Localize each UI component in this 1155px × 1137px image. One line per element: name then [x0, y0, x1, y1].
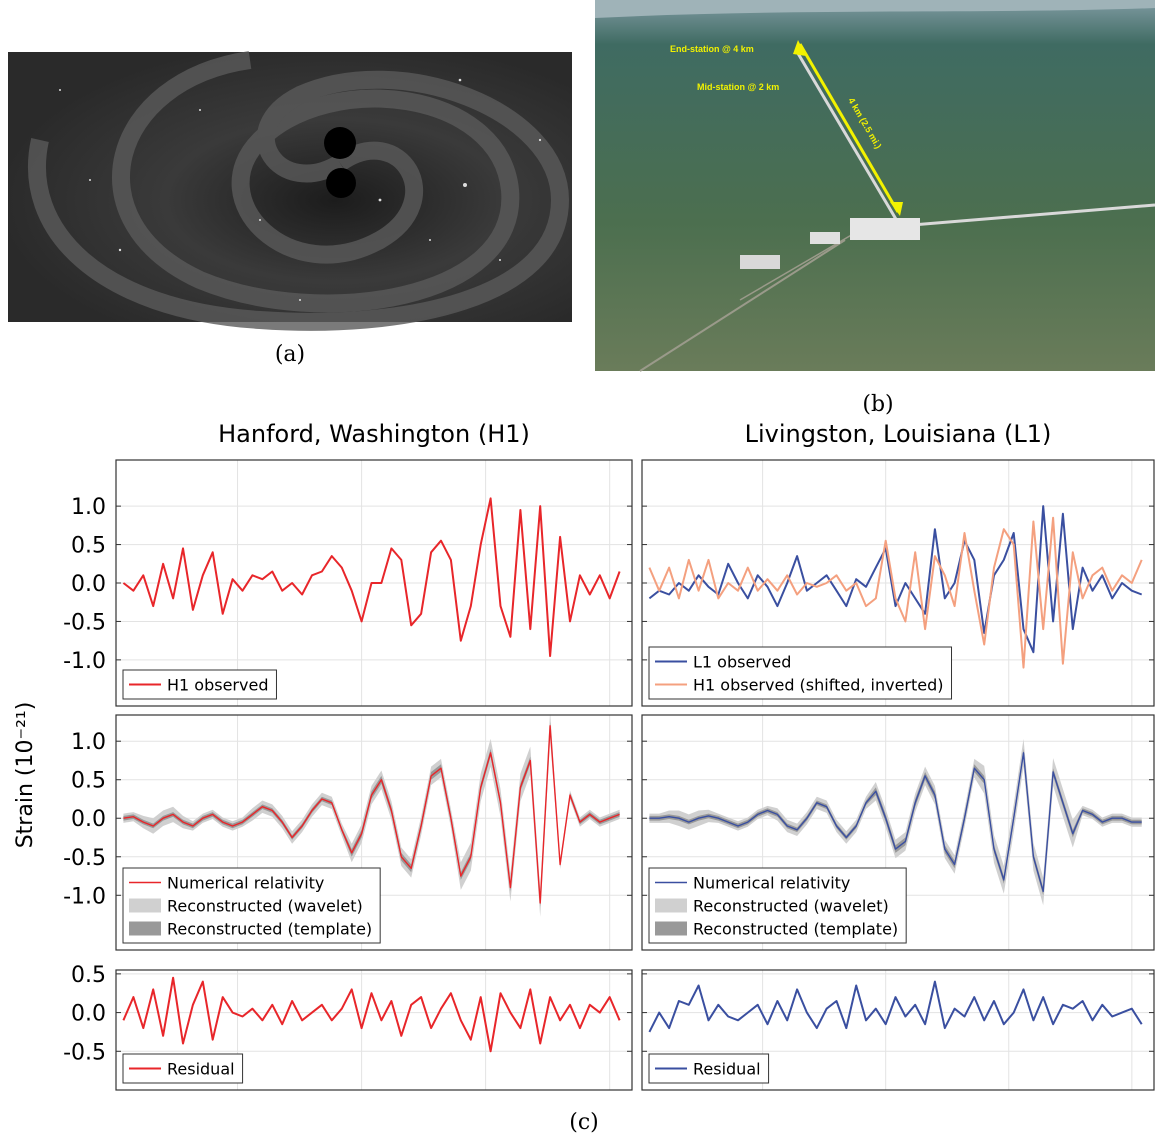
y-tick-label: -1.0 — [63, 884, 106, 909]
plot-area — [649, 738, 1142, 906]
legend: H1 observed — [122, 669, 277, 700]
panel: Numerical relativity Reconstructed (wavel… — [641, 714, 1155, 951]
legend-box — [648, 646, 953, 700]
legend-swatch — [655, 921, 687, 936]
legend-label: Residual — [167, 1060, 235, 1079]
legend-label: Numerical relativity — [167, 874, 324, 893]
photo-annotation: Mid-station @ 2 km — [697, 82, 779, 92]
panel: -0.5 0.0 0.5 Residual — [63, 963, 633, 1091]
data-line — [122, 976, 621, 1053]
plot-area — [122, 497, 621, 657]
legend-label: Reconstructed (template) — [167, 920, 372, 939]
frame — [641, 459, 1155, 707]
photo-annotation: End-station @ 4 km — [670, 44, 754, 54]
y-tick-label: 0.0 — [71, 572, 106, 597]
legend: Numerical relativity Reconstructed (wavel… — [122, 867, 381, 944]
legend-swatch — [129, 921, 161, 936]
y-tick-label: 0.5 — [71, 769, 106, 794]
legend-swatch — [129, 898, 161, 913]
panel: Residual — [641, 969, 1155, 1091]
y-tick-label: -0.5 — [63, 1040, 106, 1065]
frame — [641, 714, 1155, 951]
plot-area — [122, 976, 621, 1053]
legend-label: Reconstructed (wavelet) — [167, 897, 363, 916]
legend: Residual — [122, 1053, 244, 1084]
y-axis-label: Strain (10⁻²¹) — [13, 702, 38, 849]
band — [123, 715, 620, 917]
frame — [641, 969, 1155, 1091]
legend-label: Reconstructed (wavelet) — [693, 897, 889, 916]
plot-area — [123, 715, 620, 917]
y-tick-label: 0.5 — [71, 963, 106, 988]
panel: Livingston, Louisiana (L1) L1 observed H1 … — [641, 420, 1155, 707]
y-tick-label: -1.0 — [63, 649, 106, 674]
panel: -1.0 -0.5 0.0 0.5 1.0 Numerical relativity Rec… — [63, 714, 633, 951]
legend-label: H1 observed — [167, 676, 268, 695]
legend: L1 observed H1 observed (shifted, inverte… — [648, 646, 953, 700]
data-line — [648, 980, 1143, 1033]
legend-swatch — [655, 898, 687, 913]
frame — [115, 714, 633, 951]
y-tick-label: 1.0 — [71, 730, 106, 755]
image-b: End-station @ 4 km Mid-station @ 2 km 4 … — [595, 0, 1155, 372]
panel-title: Livingston, Louisiana (L1) — [745, 420, 1052, 448]
data-line — [122, 497, 621, 657]
legend: Residual — [648, 1053, 770, 1084]
legend: Numerical relativity Reconstructed (wavel… — [648, 867, 907, 944]
y-tick-label: 1.0 — [71, 495, 106, 520]
y-tick-label: -0.5 — [63, 610, 106, 635]
plot-area — [648, 505, 1143, 669]
legend-label: L1 observed — [693, 653, 791, 672]
frame — [115, 969, 633, 1091]
panel-label: (c) — [569, 1110, 599, 1135]
panel-label: (a) — [275, 342, 305, 367]
y-tick-label: -0.5 — [63, 846, 106, 871]
frame — [115, 459, 633, 707]
y-tick-label: 0.5 — [71, 534, 106, 559]
band — [649, 738, 1142, 906]
y-tick-label: 0.0 — [71, 807, 106, 832]
data-line — [648, 505, 1143, 654]
panel: Hanford, Washington (H1) -1.0 -0.5 0.0 0.5 1.… — [63, 420, 633, 707]
y-tick-label: 0.0 — [71, 1002, 106, 1027]
image-a — [8, 51, 572, 331]
data-line — [649, 752, 1142, 893]
legend-box — [122, 867, 381, 944]
legend-box — [648, 867, 907, 944]
legend-label: Numerical relativity — [693, 874, 850, 893]
panel-title: Hanford, Washington (H1) — [218, 420, 530, 448]
plot-area — [648, 980, 1143, 1033]
legend-label: H1 observed (shifted, inverted) — [693, 676, 944, 695]
legend-label: Reconstructed (template) — [693, 920, 898, 939]
data-line — [648, 516, 1143, 669]
data-line — [123, 725, 620, 904]
panel-label: (b) — [862, 392, 893, 417]
legend-label: Residual — [693, 1060, 761, 1079]
